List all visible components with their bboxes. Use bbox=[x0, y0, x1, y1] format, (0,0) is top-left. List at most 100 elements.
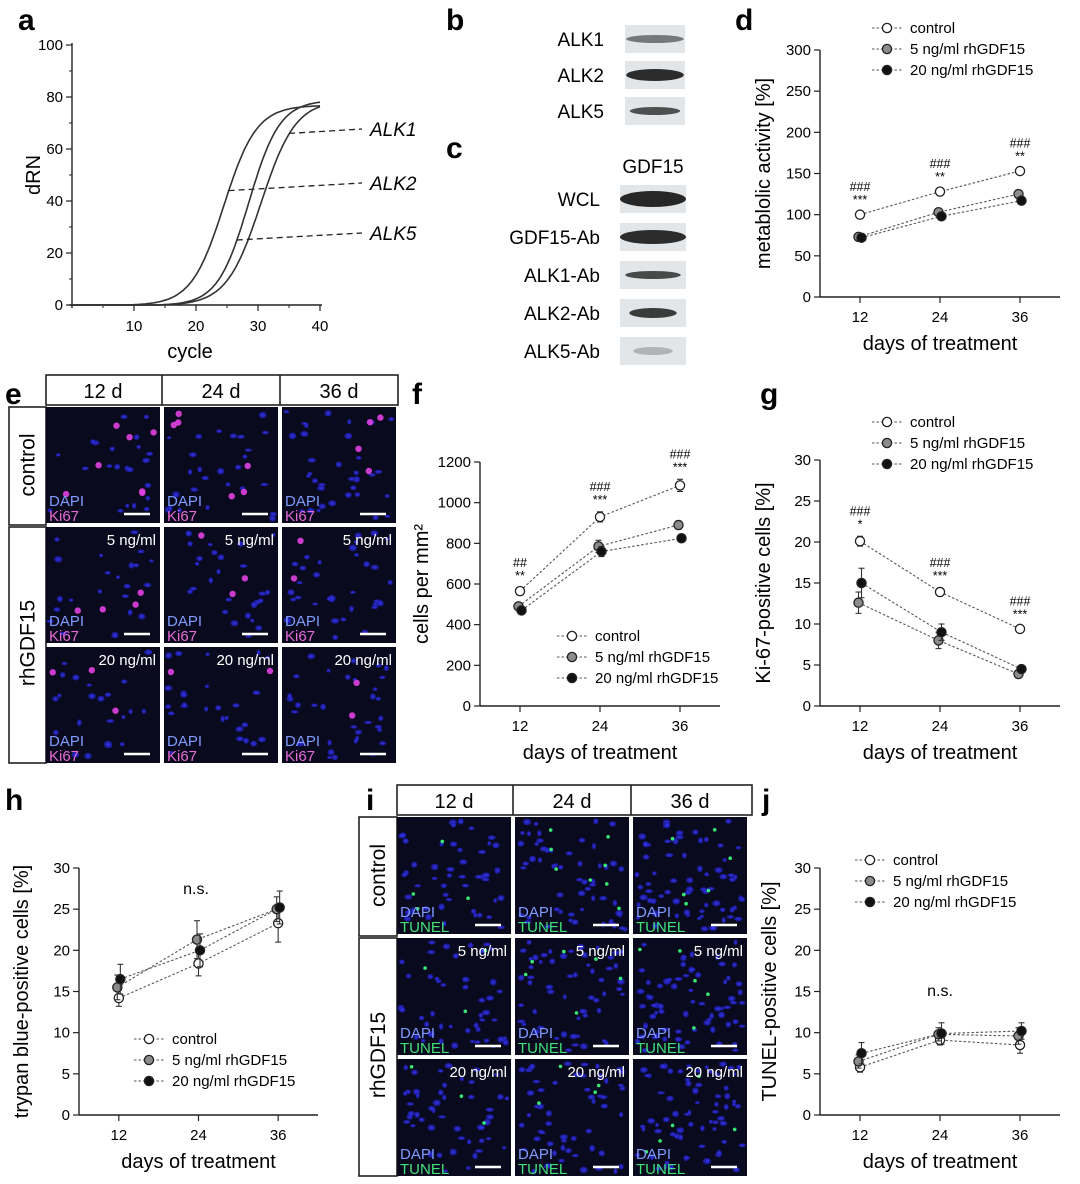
dapi-nucleus bbox=[399, 959, 405, 965]
panel-letter-j: j bbox=[761, 784, 770, 817]
dapi-nucleus bbox=[402, 838, 409, 844]
dapi-nucleus bbox=[686, 1064, 692, 1069]
dapi-nucleus bbox=[236, 736, 244, 742]
chart-ytick-label: 1200 bbox=[438, 454, 471, 471]
dapi-nucleus bbox=[440, 883, 447, 889]
dapi-nucleus bbox=[312, 572, 321, 578]
dapi-nucleus bbox=[344, 432, 353, 440]
dapi-nucleus bbox=[427, 1124, 436, 1131]
significance-hash: ### bbox=[930, 556, 951, 570]
blot-band bbox=[629, 308, 677, 318]
dapi-nucleus bbox=[352, 476, 361, 483]
dapi-nucleus bbox=[533, 821, 539, 826]
dapi-nucleus bbox=[427, 1150, 434, 1158]
dapi-nucleus bbox=[457, 847, 463, 853]
dapi-nucleus bbox=[526, 1090, 535, 1096]
dapi-nucleus bbox=[457, 1136, 466, 1141]
dapi-nucleus bbox=[61, 661, 68, 666]
dapi-nucleus bbox=[136, 444, 141, 449]
dapi-nucleus bbox=[518, 1122, 525, 1128]
dapi-nucleus bbox=[522, 861, 530, 866]
blot-band bbox=[620, 230, 686, 244]
dapi-nucleus bbox=[252, 690, 261, 695]
marker-positive-cell bbox=[644, 1150, 649, 1154]
chart-ytick-label: 200 bbox=[446, 657, 471, 674]
dapi-nucleus bbox=[256, 649, 261, 656]
dapi-nucleus bbox=[53, 607, 61, 612]
dapi-nucleus bbox=[649, 1013, 657, 1020]
dapi-nucleus bbox=[725, 818, 732, 824]
dapi-nucleus bbox=[98, 553, 104, 558]
micro-header-box bbox=[45, 374, 399, 406]
dapi-nucleus bbox=[674, 977, 683, 981]
dapi-nucleus bbox=[721, 917, 726, 924]
micrograph-image bbox=[164, 407, 278, 523]
dapi-nucleus bbox=[655, 1122, 660, 1128]
dapi-nucleus bbox=[250, 740, 258, 747]
micro-stain-dapi: DAPI bbox=[285, 493, 320, 510]
dapi-nucleus bbox=[731, 1099, 737, 1104]
dapi-nucleus bbox=[211, 550, 218, 556]
micro-dose-label: 5 ng/ml bbox=[458, 943, 507, 960]
chart-xtick-label: 12 bbox=[852, 309, 869, 326]
dapi-nucleus bbox=[545, 1121, 553, 1126]
legend-marker bbox=[864, 875, 876, 887]
dapi-nucleus bbox=[570, 1135, 577, 1141]
significance-hash: ### bbox=[850, 504, 871, 518]
marker-positive-cell bbox=[692, 1026, 696, 1030]
dapi-nucleus bbox=[538, 960, 543, 964]
dapi-nucleus bbox=[529, 1063, 536, 1070]
dapi-nucleus bbox=[374, 469, 383, 474]
dapi-nucleus bbox=[370, 530, 379, 537]
dapi-nucleus bbox=[290, 597, 297, 602]
dapi-nucleus bbox=[737, 989, 743, 996]
dapi-nucleus bbox=[657, 1091, 665, 1095]
micro-stain-marker: TUNEL bbox=[400, 919, 449, 936]
dapi-nucleus bbox=[658, 1008, 665, 1015]
dapi-nucleus bbox=[290, 710, 299, 714]
panel-a-ytick-label: 40 bbox=[46, 193, 63, 210]
marker-positive-cell bbox=[297, 537, 304, 544]
chart-xtick-label: 36 bbox=[1012, 718, 1029, 735]
dapi-nucleus bbox=[590, 968, 595, 975]
micro-stain-dapi: DAPI bbox=[636, 904, 671, 921]
dapi-nucleus bbox=[703, 836, 709, 843]
series-line-1 bbox=[858, 193, 1019, 238]
dapi-nucleus bbox=[354, 532, 362, 540]
dapi-nucleus bbox=[708, 924, 718, 931]
dapi-nucleus bbox=[531, 1168, 537, 1175]
dapi-nucleus bbox=[597, 1072, 603, 1080]
dapi-nucleus bbox=[121, 679, 128, 684]
dapi-nucleus bbox=[618, 866, 625, 872]
dapi-nucleus bbox=[225, 597, 233, 602]
marker-positive-cell bbox=[593, 1090, 597, 1094]
dapi-nucleus bbox=[675, 834, 684, 840]
panel-c-blot: GDF15 WCL GDF15-Ab ALK1-Ab ALK2-Ab ALK5-Ab bbox=[509, 157, 686, 365]
chart-ylabel: metablolic activity [%] bbox=[753, 78, 775, 269]
panel-a-leader-alk1 bbox=[289, 128, 363, 135]
dapi-nucleus bbox=[638, 1003, 647, 1009]
dapi-nucleus bbox=[716, 1149, 722, 1155]
significance-hash: ### bbox=[850, 180, 871, 194]
dapi-nucleus bbox=[722, 1005, 732, 1010]
dapi-nucleus bbox=[128, 562, 135, 569]
panel-letter-i: i bbox=[366, 784, 374, 817]
dapi-nucleus bbox=[684, 1156, 691, 1160]
marker-positive-cell bbox=[670, 836, 675, 841]
chart-ytick-label: 20 bbox=[794, 942, 811, 959]
dapi-nucleus bbox=[562, 994, 567, 1000]
marker-positive-cell bbox=[638, 947, 642, 952]
dapi-nucleus bbox=[235, 464, 242, 470]
dapi-nucleus bbox=[699, 909, 705, 914]
dapi-nucleus bbox=[127, 609, 133, 616]
micro-stain-dapi: DAPI bbox=[518, 1025, 553, 1042]
dapi-nucleus bbox=[558, 909, 564, 914]
dapi-nucleus bbox=[472, 1067, 481, 1073]
significance-hash: ### bbox=[670, 447, 691, 461]
dapi-nucleus bbox=[688, 988, 694, 993]
micro-stain-marker: TUNEL bbox=[636, 1040, 685, 1057]
chart-ytick-label: 20 bbox=[794, 534, 811, 551]
dapi-nucleus bbox=[54, 556, 63, 563]
dapi-nucleus bbox=[450, 841, 458, 847]
dapi-nucleus bbox=[571, 919, 579, 925]
